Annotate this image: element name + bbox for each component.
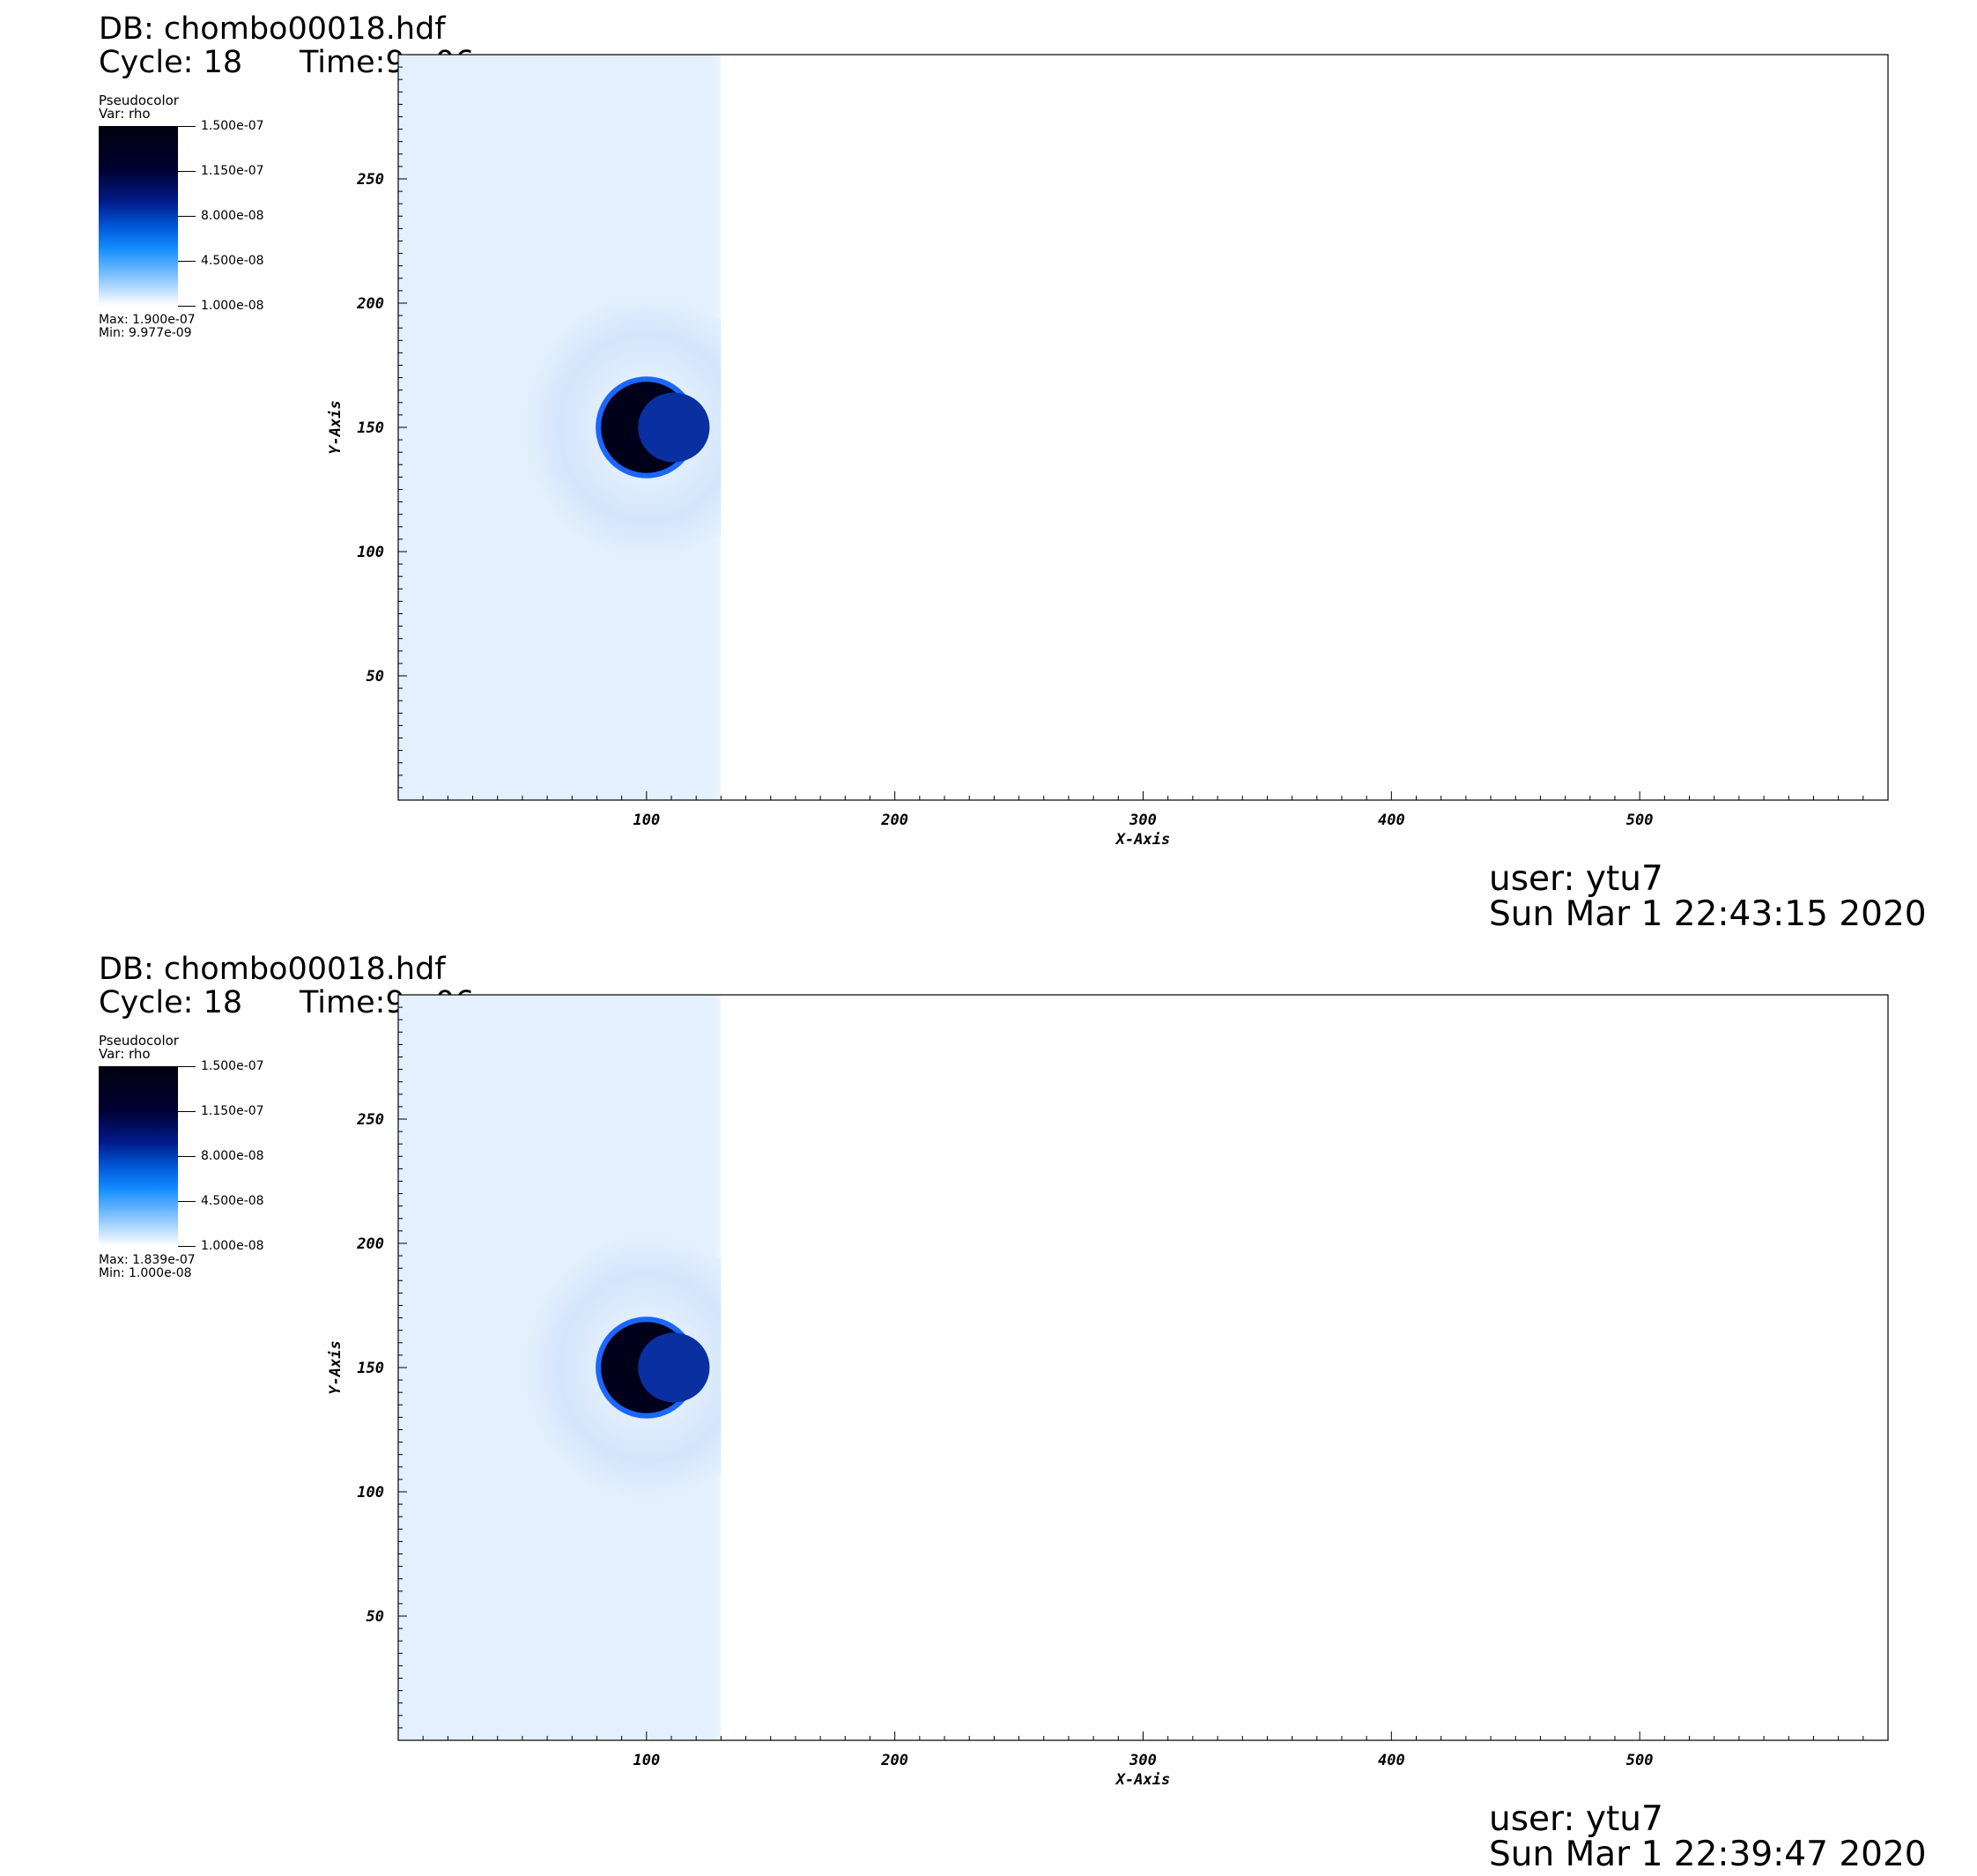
legend-variable: Var: rho — [99, 106, 151, 122]
y-tick-label: 150 — [357, 1360, 384, 1377]
legend-variable: Var: rho — [99, 1046, 151, 1062]
y-tick-label: 100 — [357, 544, 384, 561]
x-tick-label: 300 — [1129, 812, 1157, 829]
colorbar-tick — [178, 1111, 196, 1112]
legend-min: Min: 9.977e-09 — [99, 326, 192, 340]
y-tick-label: 250 — [356, 1111, 384, 1129]
colorbar-tick — [178, 126, 196, 127]
colorbar-label: 1.150e-07 — [201, 164, 264, 178]
y-tick-label: 200 — [356, 1235, 384, 1253]
x-tick-label: 500 — [1626, 1752, 1654, 1769]
cycle-label: Cycle: 18 — [99, 985, 243, 1020]
y-axis-title: Y-Axis — [327, 1340, 344, 1394]
visit-panel-1: DB: chombo00018.hdf Cycle: 18 Time:9e-06… — [0, 0, 1977, 936]
date-label: Sun Mar 1 22:39:47 2020 — [1489, 1835, 1927, 1874]
x-tick-label: 100 — [633, 1752, 660, 1769]
y-tick-label: 50 — [367, 1608, 384, 1626]
db-label: DB: chombo00018.hdf — [99, 11, 446, 47]
x-tick-label: 200 — [880, 1752, 908, 1769]
empty-region — [721, 55, 1889, 800]
colorbar-tick — [178, 1201, 196, 1202]
colorbar-tick — [178, 1156, 196, 1157]
colorbar-tick — [178, 1066, 196, 1067]
y-tick-label: 100 — [357, 1484, 384, 1502]
user-label: user: ytu7 — [1489, 859, 1663, 899]
colorbar-label: 1.000e-08 — [201, 299, 264, 313]
y-tick-label: 50 — [367, 668, 384, 686]
legend-plot-type: Pseudocolor — [99, 1033, 179, 1049]
x-tick-label: 300 — [1129, 1752, 1157, 1769]
y-tick-label: 150 — [357, 419, 384, 437]
y-axis-title: Y-Axis — [327, 400, 344, 454]
y-tick-label: 200 — [356, 295, 384, 313]
pseudocolor-plot: 100 200 300 400 500 50 100 150 200 250 X-Axis Y-Axi… — [327, 994, 1889, 1789]
colorbar-label: 1.500e-07 — [201, 119, 264, 133]
colorbar-tick — [178, 306, 196, 307]
x-tick-label: 400 — [1378, 812, 1405, 829]
x-tick-label: 500 — [1626, 812, 1654, 829]
colorbar — [99, 126, 178, 306]
colorbar-tick — [178, 1246, 196, 1247]
x-tick-label: 100 — [633, 812, 660, 829]
colorbar-label: 4.500e-08 — [201, 254, 264, 268]
pseudocolor-plot: 100 200 300 400 500 50 100 150 200 250 X-Axis Y-Axi… — [327, 54, 1889, 849]
colorbar-label: 1.150e-07 — [201, 1104, 264, 1118]
colorbar-label: 8.000e-08 — [201, 209, 264, 223]
empty-region — [721, 995, 1889, 1740]
colorbar-label: 1.500e-07 — [201, 1059, 264, 1073]
db-label: DB: chombo00018.hdf — [99, 952, 446, 987]
colorbar-tick — [178, 216, 196, 217]
colorbar-tick — [178, 261, 196, 262]
colorbar — [99, 1066, 178, 1246]
clump-inner — [638, 392, 710, 463]
date-label: Sun Mar 1 22:43:15 2020 — [1489, 894, 1927, 934]
x-tick-label: 400 — [1378, 1752, 1405, 1769]
legend-max: Max: 1.900e-07 — [99, 313, 196, 327]
colorbar-label: 4.500e-08 — [201, 1194, 264, 1208]
x-axis-title: X-Axis — [1114, 831, 1170, 849]
user-label: user: ytu7 — [1489, 1799, 1663, 1839]
legend-max: Max: 1.839e-07 — [99, 1253, 196, 1267]
colorbar-label: 1.000e-08 — [201, 1239, 264, 1253]
clump-inner — [638, 1332, 710, 1403]
legend-min: Min: 1.000e-08 — [99, 1266, 192, 1280]
colorbar-tick — [178, 171, 196, 172]
colorbar-label: 8.000e-08 — [201, 1149, 264, 1163]
y-tick-label: 250 — [356, 171, 384, 189]
visit-panel-2: DB: chombo00018.hdf Cycle: 18 Time:9e-06… — [0, 940, 1977, 1876]
legend-plot-type: Pseudocolor — [99, 93, 179, 108]
cycle-label: Cycle: 18 — [99, 45, 243, 80]
x-axis-title: X-Axis — [1114, 1771, 1170, 1789]
x-tick-label: 200 — [880, 812, 908, 829]
